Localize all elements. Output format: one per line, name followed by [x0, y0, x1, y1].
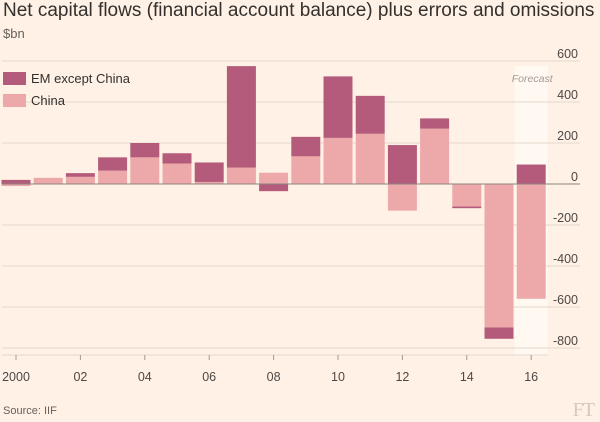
bar-china-2013: [420, 128, 450, 184]
y-tick-label: 0: [571, 170, 578, 184]
bar-em-2014: [452, 206, 482, 209]
y-tick-label: -200: [553, 211, 578, 225]
chart-title: Net capital flows (financial account bal…: [3, 0, 595, 21]
forecast-label: Forecast: [512, 73, 554, 85]
bar-em-2000: [1, 179, 31, 184]
bar-em-2008: [259, 184, 289, 192]
x-tick-label: 14: [460, 370, 474, 384]
y-tick-label: -400: [553, 252, 578, 266]
bar-em-2009: [291, 136, 321, 157]
y-tick-labels: 600 400 200 0 -200 -400 -600 -800: [553, 47, 578, 348]
legend: EM except China China: [3, 71, 131, 108]
bar-em-2005: [162, 153, 192, 164]
legend-label: EM except China: [31, 71, 131, 86]
x-tick-label: 2000: [2, 370, 30, 384]
legend-swatch: [3, 94, 26, 107]
bar-china-2010: [323, 137, 353, 184]
grid-layer: [2, 60, 580, 349]
bar-china-2009: [291, 156, 321, 184]
ft-logo: FT: [572, 399, 595, 421]
x-tick-label: 16: [524, 370, 538, 384]
x-tick-label: 04: [138, 370, 152, 384]
x-tick-label: 08: [267, 370, 281, 384]
y-tick-label: 400: [557, 88, 578, 102]
y-tick-label: 200: [557, 129, 578, 143]
bar-em-2004: [130, 143, 160, 158]
x-tick-labels: 2000 02 04 06 08 10 12 14 16: [2, 354, 548, 384]
bar-china-2004: [130, 157, 160, 184]
y-tick-label: 600: [557, 47, 578, 61]
bar-em-2006: [194, 162, 224, 182]
bars-layer: [1, 66, 546, 339]
bar-china-2000: [1, 184, 31, 187]
x-tick-label: 06: [202, 370, 216, 384]
y-tick-label: -600: [553, 293, 578, 307]
bar-china-2005: [162, 163, 192, 184]
bar-china-2007: [226, 167, 256, 184]
unit-label: $bn: [3, 26, 25, 41]
bar-china-2015: [484, 184, 514, 328]
bar-em-2007: [226, 66, 256, 168]
bar-china-2016: [516, 184, 546, 299]
x-tick-label: 02: [73, 370, 87, 384]
bar-china-2014: [452, 184, 482, 207]
bar-china-2002: [65, 176, 95, 184]
bar-china-2008: [259, 172, 289, 184]
bar-em-2016: [516, 164, 546, 184]
bar-em-2013: [420, 118, 450, 129]
x-tick-label: 10: [331, 370, 345, 384]
legend-swatch: [3, 72, 26, 85]
bar-em-2012: [387, 145, 417, 184]
bar-em-2011: [355, 95, 385, 134]
bar-china-2012: [387, 184, 417, 211]
x-tick-label: 12: [395, 370, 409, 384]
bar-china-2003: [98, 170, 128, 184]
bar-em-2010: [323, 76, 353, 138]
bar-em-2002: [65, 173, 95, 177]
bar-china-2001: [33, 177, 63, 184]
bar-em-2015: [484, 327, 514, 339]
legend-label: China: [31, 93, 66, 108]
bar-china-2006: [194, 181, 224, 184]
y-tick-label: -800: [553, 334, 578, 348]
bar-em-2003: [98, 157, 128, 171]
bar-china-2011: [355, 133, 385, 184]
source-note: Source: IIF: [3, 405, 57, 417]
